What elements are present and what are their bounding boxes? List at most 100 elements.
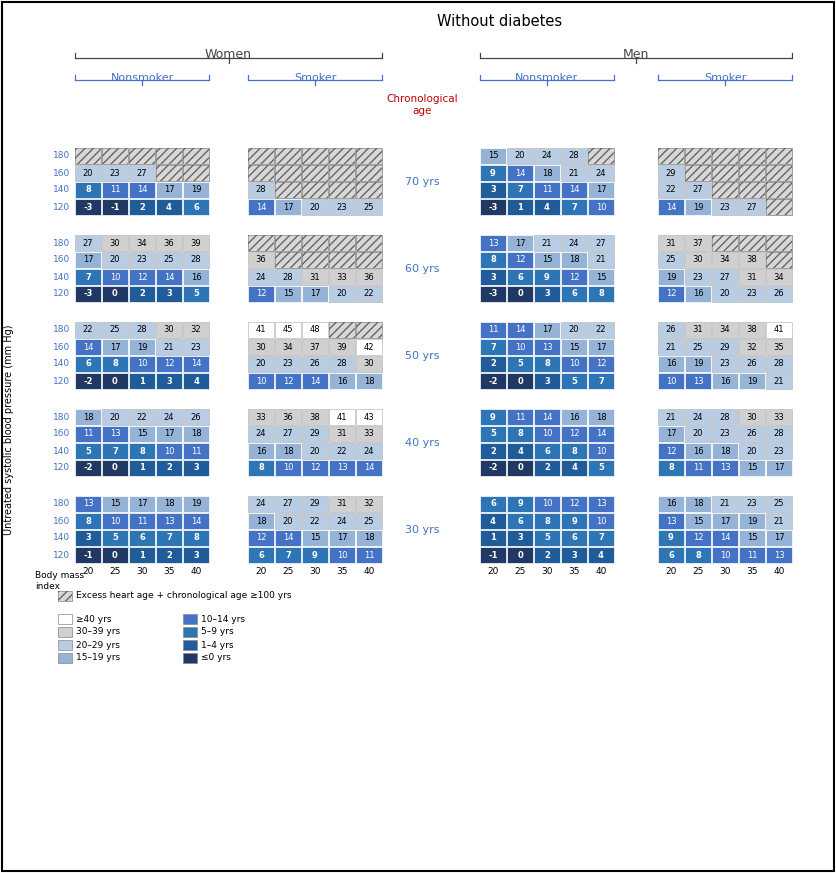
Text: 6: 6 [490, 499, 496, 508]
Bar [275, 322, 301, 338]
Text: 5: 5 [112, 533, 118, 542]
Bar [329, 148, 355, 164]
Text: 22: 22 [83, 326, 94, 334]
Text: Without diabetes: Without diabetes [437, 14, 563, 29]
Text: 20: 20 [256, 360, 266, 368]
Bar [588, 235, 614, 251]
Bar [588, 165, 614, 181]
Text: 18: 18 [164, 499, 175, 508]
Text: 1: 1 [139, 464, 145, 472]
Text: 27: 27 [283, 430, 293, 438]
Bar [588, 496, 614, 512]
Bar [739, 443, 765, 459]
Bar [356, 443, 382, 459]
Bar [712, 547, 738, 563]
Text: 2: 2 [166, 464, 172, 472]
Text: 23: 23 [337, 203, 347, 211]
Text: 34: 34 [283, 342, 293, 352]
Text: 32: 32 [364, 499, 375, 508]
Text: 120: 120 [53, 376, 70, 386]
Text: 14: 14 [310, 376, 320, 386]
Bar [588, 530, 614, 546]
Bar [58, 627, 72, 637]
Bar [75, 547, 101, 563]
Bar [766, 235, 792, 251]
Text: 14: 14 [137, 185, 147, 195]
Bar [75, 322, 101, 338]
Bar [739, 530, 765, 546]
Text: 13: 13 [720, 464, 731, 472]
Bar [302, 199, 328, 215]
Bar [658, 547, 684, 563]
Bar [302, 426, 328, 442]
Bar [561, 199, 587, 215]
Bar [766, 182, 792, 198]
Text: 8: 8 [544, 517, 550, 526]
Bar [302, 148, 328, 164]
Text: 10: 10 [256, 376, 266, 386]
Text: 13: 13 [110, 430, 120, 438]
Text: 17: 17 [110, 342, 120, 352]
Bar [480, 373, 506, 389]
Bar [129, 286, 155, 302]
Text: 27: 27 [283, 499, 293, 508]
Text: 10: 10 [337, 551, 347, 560]
Text: 8: 8 [139, 446, 145, 456]
Bar [329, 235, 355, 251]
Text: 28: 28 [337, 360, 347, 368]
Bar [534, 148, 560, 164]
Bar [302, 165, 328, 181]
Text: 10–14 yrs: 10–14 yrs [201, 615, 245, 623]
Bar [739, 148, 765, 164]
Bar [561, 286, 587, 302]
Bar [329, 165, 355, 181]
Bar [248, 235, 274, 251]
Bar [561, 460, 587, 476]
Bar [129, 339, 155, 355]
Text: 120: 120 [53, 203, 70, 211]
Bar [712, 356, 738, 372]
Bar [507, 269, 533, 285]
Bar [248, 443, 274, 459]
Text: 3: 3 [166, 376, 172, 386]
Bar [685, 373, 711, 389]
Text: 17: 17 [720, 517, 731, 526]
Text: 14: 14 [256, 203, 266, 211]
Bar [712, 460, 738, 476]
Text: 20: 20 [110, 413, 120, 422]
Bar [75, 182, 101, 198]
Bar [685, 356, 711, 372]
Bar [685, 286, 711, 302]
Bar [588, 443, 614, 459]
Text: 20–29 yrs: 20–29 yrs [76, 641, 120, 650]
Bar [129, 443, 155, 459]
Text: -2: -2 [488, 464, 497, 472]
Bar [356, 182, 382, 198]
Bar [156, 252, 182, 268]
Bar [356, 148, 382, 164]
Bar [329, 165, 355, 181]
Bar [275, 148, 301, 164]
Bar [275, 339, 301, 355]
Bar [183, 182, 209, 198]
Bar [534, 199, 560, 215]
Text: 31: 31 [747, 272, 757, 281]
Text: 5: 5 [490, 430, 496, 438]
Bar [739, 165, 765, 181]
Bar [75, 235, 101, 251]
Text: 9: 9 [517, 499, 522, 508]
Bar [302, 182, 328, 198]
Bar [329, 530, 355, 546]
Text: 23: 23 [283, 360, 293, 368]
Text: 2: 2 [139, 203, 145, 211]
Bar [480, 426, 506, 442]
Bar [183, 199, 209, 215]
Text: 8: 8 [85, 517, 91, 526]
Text: Women: Women [205, 48, 252, 61]
Text: ≤0 yrs: ≤0 yrs [201, 654, 231, 663]
Bar [58, 614, 72, 624]
Text: 13: 13 [773, 551, 784, 560]
Text: 14: 14 [665, 203, 676, 211]
Bar [102, 426, 128, 442]
Bar [102, 182, 128, 198]
